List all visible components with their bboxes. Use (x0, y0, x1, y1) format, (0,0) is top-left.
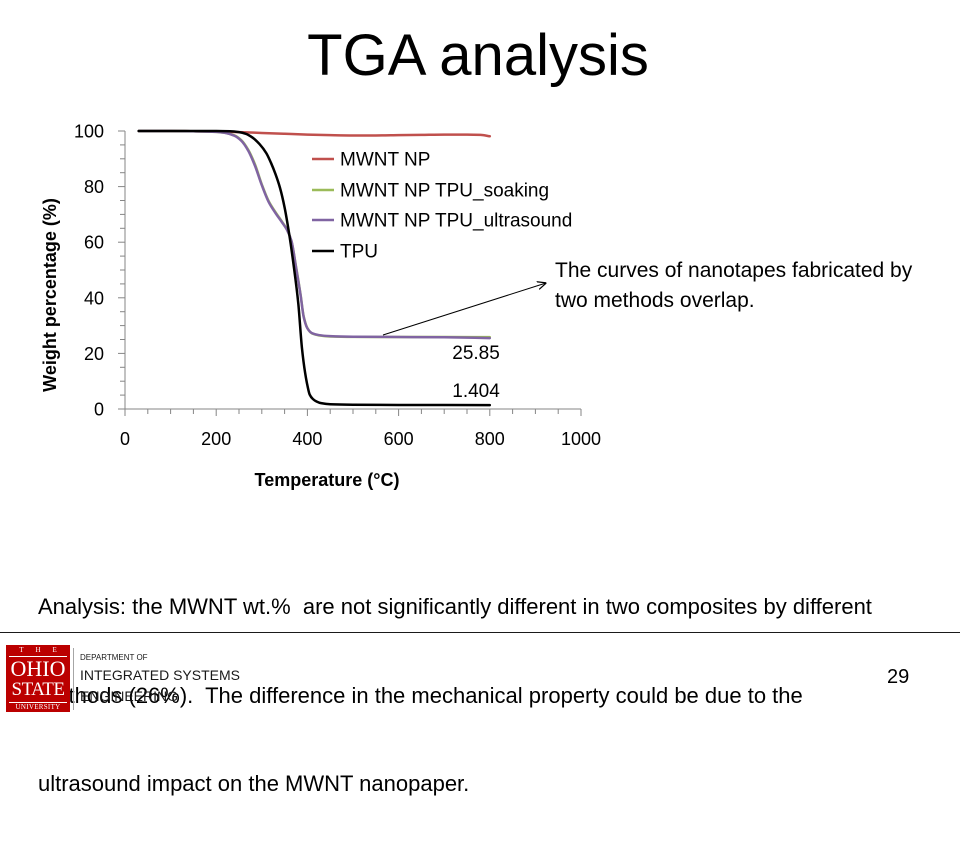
y-tick-label: 20 (84, 344, 104, 364)
series-line-mwnt-np-tpu-soaking (137, 129, 492, 339)
department-name-line-2: ENGINEERING (80, 688, 179, 704)
axes: 0 200 400 600 800 1000 0 20 40 60 80 100 (74, 122, 601, 450)
legend-label-tpu: TPU (340, 242, 378, 263)
y-tick-label: 100 (74, 122, 104, 142)
plot-area (137, 129, 492, 407)
y-tick-label: 40 (84, 288, 104, 308)
data-label-tpu: 1.404 (452, 381, 500, 402)
footer-separator (73, 648, 74, 710)
series-line-tpu (137, 129, 492, 407)
logo-rule (9, 702, 67, 703)
data-label-mwnt-np-tpu-soaking: 25.85 (452, 343, 500, 364)
legend: MWNT NP MWNT NP TPU_soaking MWNT NP TPU_… (312, 150, 572, 263)
legend-item-mwnt-np-tpu-soaking: MWNT NP TPU_soaking (312, 181, 549, 202)
legend-label-mwnt-np: MWNT NP (340, 150, 430, 171)
callout-arrow (382, 283, 546, 336)
data-labels: 25.85 1.404 (452, 343, 500, 402)
y-tick-label: 0 (94, 400, 104, 420)
footer-divider (0, 632, 960, 633)
analysis-line: methods (26%). The difference in the mec… (38, 682, 803, 708)
callout: The curves of nanotapes fabricated by tw… (382, 259, 913, 336)
logo-line-1: OHIO (10, 656, 66, 681)
x-tick-label: 800 (475, 429, 505, 449)
slide: TGA analysis 0 200 400 600 800 1000 0 20 40 60 80 1… (0, 23, 960, 796)
logo-top-text: THE (19, 646, 69, 654)
university-logo: THE OHIO STATE UNIVERSITY (6, 645, 70, 712)
slide-title: TGA analysis (307, 23, 649, 88)
y-tick-label: 60 (84, 233, 104, 253)
legend-item-tpu: TPU (312, 242, 378, 263)
tga-line-chart: 0 200 400 600 800 1000 0 20 40 60 80 100 25.85 1.404… (40, 122, 913, 491)
x-tick-label: 200 (201, 429, 231, 449)
analysis-line: ultrasound impact on the MWNT nanopaper. (38, 771, 470, 796)
series-line-mwnt-np-tpu-ultrasound (137, 129, 492, 340)
x-tick-label: 600 (384, 429, 414, 449)
callout-text-line-1: The curves of nanotapes fabricated by (555, 259, 913, 282)
x-tick-label: 0 (120, 429, 130, 449)
logo-bottom-text: UNIVERSITY (15, 703, 61, 711)
legend-item-mwnt-np-tpu-ultrasound: MWNT NP TPU_ultrasound (312, 211, 572, 232)
department-name-line-1: INTEGRATED SYSTEMS (80, 667, 240, 683)
page-number: 29 (887, 666, 910, 688)
x-axis-title: Temperature (°C) (255, 470, 400, 490)
logo-rule (9, 656, 67, 657)
legend-item-mwnt-np: MWNT NP (312, 150, 430, 171)
y-tick-label: 80 (84, 177, 104, 197)
legend-label-mwnt-np-tpu-ultrasound: MWNT NP TPU_ultrasound (340, 211, 572, 232)
x-tick-label: 1000 (561, 429, 601, 449)
department-prefix: DEPARTMENT OF (80, 653, 148, 662)
logo-line-2: STATE (11, 679, 65, 700)
legend-label-mwnt-np-tpu-soaking: MWNT NP TPU_soaking (340, 181, 549, 202)
x-tick-label: 400 (292, 429, 322, 449)
y-axis-title: Weight percentage (%) (40, 198, 60, 392)
callout-text-line-2: two methods overlap. (555, 289, 755, 312)
analysis-line: Analysis: the MWNT wt.% are not signific… (38, 594, 872, 619)
